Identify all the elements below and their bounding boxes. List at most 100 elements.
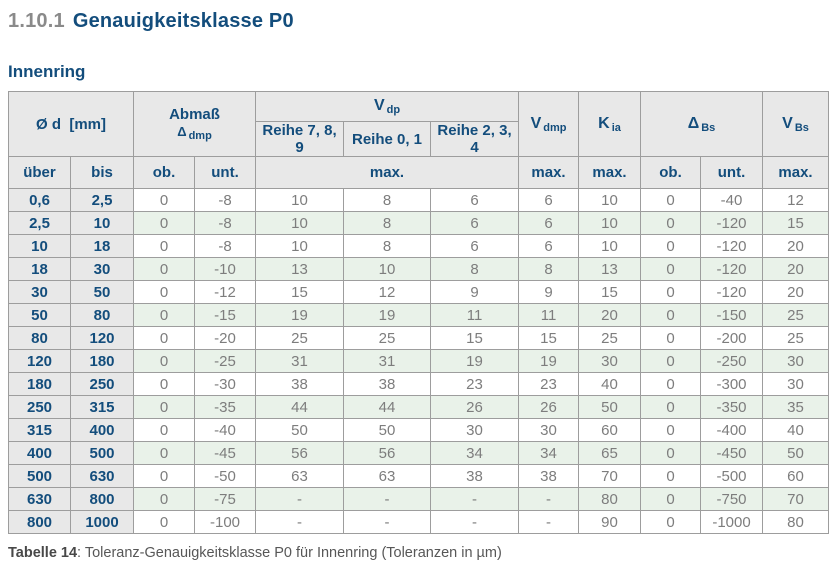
diameter-range-cell: 18: [8, 257, 71, 281]
tolerance-value-cell: 20: [578, 303, 642, 327]
diameter-range-cell: 80: [8, 326, 71, 350]
tolerance-value-cell: 44: [255, 395, 345, 419]
tolerance-value-cell: -150: [700, 303, 764, 327]
diameter-range-cell: 80: [69, 303, 135, 327]
diameter-symbol: Ø d: [36, 115, 61, 133]
tolerance-value-cell: -: [255, 487, 345, 511]
tolerance-value-cell: 0: [133, 395, 196, 419]
diameter-range-cell: 0,6: [8, 188, 71, 212]
tolerance-value-cell: -: [430, 510, 520, 534]
tolerance-value-cell: 10: [255, 211, 345, 235]
col-header-max-kia: max.: [578, 156, 642, 189]
tolerance-value-cell: 23: [430, 372, 520, 396]
tolerance-value-cell: 0: [133, 349, 196, 373]
table-row: 800 1000 0 -100- - - -90 0 -1000 80: [8, 510, 830, 534]
tolerance-value-cell: 44: [343, 395, 432, 419]
section-title: Genauigkeitsklasse P0: [72, 10, 294, 32]
tolerance-value-cell: 0: [133, 257, 196, 281]
tolerance-value-cell: 30: [430, 418, 520, 442]
diameter-range-cell: 2,5: [69, 188, 135, 212]
diameter-range-cell: 500: [8, 464, 71, 488]
tolerance-value-cell: 13: [578, 257, 642, 281]
tolerance-value-cell: 60: [578, 418, 642, 442]
tolerance-value-cell: 0: [133, 280, 196, 304]
tolerance-value-cell: 10: [578, 211, 642, 235]
tolerance-value-cell: 19: [430, 349, 520, 373]
caption-text: : Toleranz-Genauigkeitsklasse P0 für Inn…: [77, 545, 502, 561]
tolerance-value-cell: 30: [762, 372, 830, 396]
tolerance-value-cell: 26: [430, 395, 520, 419]
tolerance-value-cell: 8: [518, 257, 580, 281]
tolerance-value-cell: 0: [640, 234, 702, 258]
tolerance-value-cell: 0: [133, 441, 196, 465]
table-row: 50 80 0 -15 19 19 11 11 20 0 -150 25: [8, 303, 830, 327]
tolerance-value-cell: 0: [640, 464, 702, 488]
tolerance-value-cell: 12: [762, 188, 830, 212]
tolerance-value-cell: 9: [430, 280, 520, 304]
diameter-range-cell: 315: [69, 395, 135, 419]
tolerance-value-cell: 11: [518, 303, 580, 327]
tolerance-value-cell: 10: [255, 234, 345, 258]
tolerance-value-cell: 0: [133, 188, 196, 212]
tolerance-value-cell: 10: [343, 257, 432, 281]
diameter-range-cell: 250: [8, 395, 71, 419]
diameter-range-cell: 50: [69, 280, 135, 304]
table-row: 315 400 0 -40 50 50 30 30 60 0 -400 40: [8, 418, 830, 442]
table-row: 10 18 0 -8 10 8 6 6 10 0 -120 20: [8, 234, 830, 258]
tolerance-value-cell: -120: [700, 211, 764, 235]
tolerance-value-cell: 8: [343, 188, 432, 212]
tolerance-value-cell: 15: [518, 326, 580, 350]
tolerance-value-cell: -250: [700, 349, 764, 373]
tolerance-value-cell: 0: [133, 510, 196, 534]
tolerance-value-cell: 0: [640, 418, 702, 442]
col-header-ob-dbs: ob.: [640, 156, 702, 189]
abmass-label: Abmaß: [169, 106, 220, 123]
tolerance-value-cell: -75: [194, 487, 257, 511]
col-header-reihe-234: Reihe 2, 3, 4: [430, 121, 520, 157]
tolerance-value-cell: 26: [518, 395, 580, 419]
table-subtitle-innenring: Innenring: [8, 62, 86, 81]
table-row: 180 250 0 -30 38 38 23 23 40 0 -300 30: [8, 372, 830, 396]
tolerance-value-cell: 11: [430, 303, 520, 327]
tolerance-value-cell: 20: [762, 234, 830, 258]
tolerance-value-cell: -120: [700, 234, 764, 258]
tolerance-value-cell: 25: [255, 326, 345, 350]
tolerance-value-cell: 25: [578, 326, 642, 350]
tolerance-value-cell: -30: [194, 372, 257, 396]
tolerance-value-cell: 38: [430, 464, 520, 488]
col-header-unt-dbs: unt.: [700, 156, 764, 189]
tolerance-value-cell: 25: [762, 326, 830, 350]
table-row: 400 500 0 -45 56 56 34 34 65 0 -450 50: [8, 441, 830, 465]
diameter-range-cell: 2,5: [8, 211, 71, 235]
table-caption: Tabelle 14: Toleranz-Genauigkeitsklasse …: [8, 545, 828, 561]
tolerance-value-cell: 63: [255, 464, 345, 488]
tolerance-value-cell: 80: [578, 487, 642, 511]
tolerance-value-cell: -: [518, 487, 580, 511]
diameter-range-cell: 630: [69, 464, 135, 488]
tolerance-value-cell: 60: [762, 464, 830, 488]
tolerance-value-cell: -300: [700, 372, 764, 396]
tolerance-value-cell: -: [518, 510, 580, 534]
diameter-range-cell: 800: [8, 510, 71, 534]
tolerance-value-cell: -25: [194, 349, 257, 373]
tolerance-value-cell: 19: [343, 303, 432, 327]
tolerance-value-cell: -: [255, 510, 345, 534]
tolerance-value-cell: 15: [578, 280, 642, 304]
tolerance-value-cell: 50: [343, 418, 432, 442]
tolerance-value-cell: -350: [700, 395, 764, 419]
table-row: 630 800 0 -75- - - -80 0 -750 70: [8, 487, 830, 511]
caption-label: Tabelle 14: [8, 545, 78, 561]
tolerance-value-cell: 90: [578, 510, 642, 534]
abmass-subscript: dmp: [188, 130, 212, 142]
col-header-max-vbs: max.: [762, 156, 830, 189]
col-header-max-vdmp: max.: [518, 156, 580, 189]
col-header-diameter: Ø d [mm]: [7, 91, 135, 157]
table-row: 0,6 2,5 0 -8 10 8 6 6 10 0 -40 12: [8, 188, 830, 212]
tolerance-value-cell: -: [343, 510, 432, 534]
diameter-range-cell: 500: [69, 441, 135, 465]
tolerance-value-cell: -: [430, 487, 520, 511]
delta-symbol: Δ: [177, 124, 187, 139]
tolerance-value-cell: 38: [343, 372, 432, 396]
